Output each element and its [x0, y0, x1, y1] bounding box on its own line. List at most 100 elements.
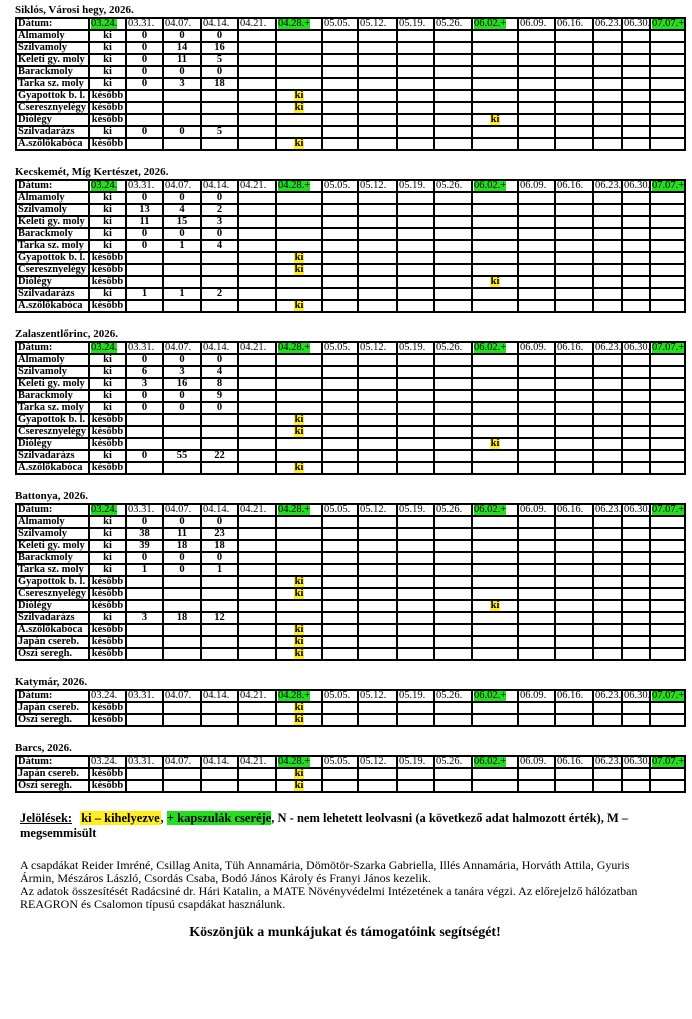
date-header: 06.16.: [554, 755, 594, 769]
table-row: Gyapottok b. l. később ki: [15, 575, 686, 589]
count-cell: [125, 101, 164, 115]
count-cell: 16: [162, 377, 202, 391]
count-cell: ki: [88, 203, 127, 217]
date-text: 06.16.: [557, 756, 584, 767]
count-cell: [125, 713, 164, 727]
count-cell: [357, 89, 398, 103]
pest-name: A.szőlőkabóca: [15, 461, 90, 475]
count-cell: [321, 29, 359, 43]
count-cell: [621, 401, 651, 415]
date-text: 05.26.: [436, 18, 463, 29]
count-cell: [321, 389, 359, 403]
count-cell: ki: [88, 287, 127, 301]
count-cell: [433, 275, 473, 289]
count-cell: [517, 449, 556, 463]
count-cell: [592, 125, 623, 139]
count-cell: [471, 635, 519, 649]
cell-value: 0: [179, 564, 185, 575]
count-cell: [396, 65, 435, 79]
count-cell: [237, 515, 277, 529]
cell-value: 55: [176, 450, 188, 461]
table-row: Barackmoly ki 0 0 9: [15, 389, 686, 403]
count-cell: 1: [162, 239, 202, 253]
date-text: 03.31.: [128, 342, 155, 353]
count-cell: [200, 701, 239, 715]
count-cell: ki: [275, 461, 323, 475]
count-cell: [162, 101, 202, 115]
date-text: 06.16.: [557, 504, 584, 515]
cell-value: ki: [293, 588, 305, 599]
cell-value: 0: [141, 192, 148, 203]
count-cell: [125, 437, 164, 451]
pest-name: Szilvamoly: [15, 527, 90, 541]
count-cell: [357, 239, 398, 253]
count-cell: ki: [471, 437, 519, 451]
count-cell: [621, 137, 651, 151]
table-row: Szilvadarázs ki 1 1 2: [15, 287, 686, 301]
count-cell: [517, 263, 556, 277]
count-cell: [554, 65, 594, 79]
count-cell: 18: [200, 77, 239, 91]
count-cell: [396, 449, 435, 463]
date-label: Dátum:: [15, 17, 90, 31]
pest-name: Diólégy: [15, 113, 90, 127]
count-cell: [125, 767, 164, 781]
count-cell: 12: [200, 611, 239, 625]
date-header: 06.02.+: [471, 689, 519, 703]
count-cell: 5: [200, 53, 239, 67]
date-text: 05.12.: [360, 180, 387, 191]
count-cell: [592, 713, 623, 727]
count-cell: [433, 611, 473, 625]
count-cell: [517, 635, 556, 649]
count-cell: [200, 599, 239, 613]
count-cell: 11: [125, 215, 164, 229]
cell-value: 1: [179, 240, 185, 251]
count-cell: [321, 575, 359, 589]
count-cell: [471, 377, 519, 391]
count-cell: [554, 515, 594, 529]
legend-title: Jelölések:: [20, 811, 73, 825]
count-cell: [162, 263, 202, 277]
count-cell: [621, 767, 651, 781]
count-cell: [200, 437, 239, 451]
count-cell: [237, 539, 277, 553]
cell-value: 12: [214, 612, 225, 623]
count-cell: [237, 551, 277, 565]
count-cell: [649, 767, 686, 781]
count-cell: [357, 113, 398, 127]
date-text: 05.12.: [360, 504, 387, 515]
count-cell: [592, 239, 623, 253]
date-text: 05.05.: [324, 18, 351, 29]
cell-value: ki: [103, 204, 112, 215]
count-cell: [433, 623, 473, 637]
count-cell: [554, 647, 594, 661]
count-cell: 0: [125, 227, 164, 241]
count-cell: [621, 377, 651, 391]
count-cell: [433, 413, 473, 427]
cell-value: később: [91, 264, 124, 275]
count-cell: [357, 125, 398, 139]
date-header: 05.05.: [321, 689, 359, 703]
date-text: 06.02.+: [474, 18, 507, 29]
count-cell: [433, 203, 473, 217]
date-header: 04.21.: [237, 689, 277, 703]
count-cell: [517, 527, 556, 541]
date-text: 05.19.: [399, 690, 426, 701]
cell-value: ki: [489, 438, 501, 449]
count-cell: [649, 191, 686, 205]
count-cell: [321, 461, 359, 475]
count-cell: [200, 713, 239, 727]
date-header: 06.09.: [517, 755, 556, 769]
count-cell: [554, 563, 594, 577]
table-title: Barcs, 2026.: [15, 742, 72, 754]
count-cell: [517, 113, 556, 127]
cell-value: ki: [293, 138, 305, 149]
date-header: 06.16.: [554, 179, 594, 193]
count-cell: ki: [275, 635, 323, 649]
date-header: 04.21.: [237, 755, 277, 769]
count-cell: 0: [162, 389, 202, 403]
date-text: 06.09.: [520, 756, 547, 767]
count-cell: [592, 41, 623, 55]
date-text: 04.28.+: [278, 504, 311, 515]
count-cell: [237, 611, 277, 625]
